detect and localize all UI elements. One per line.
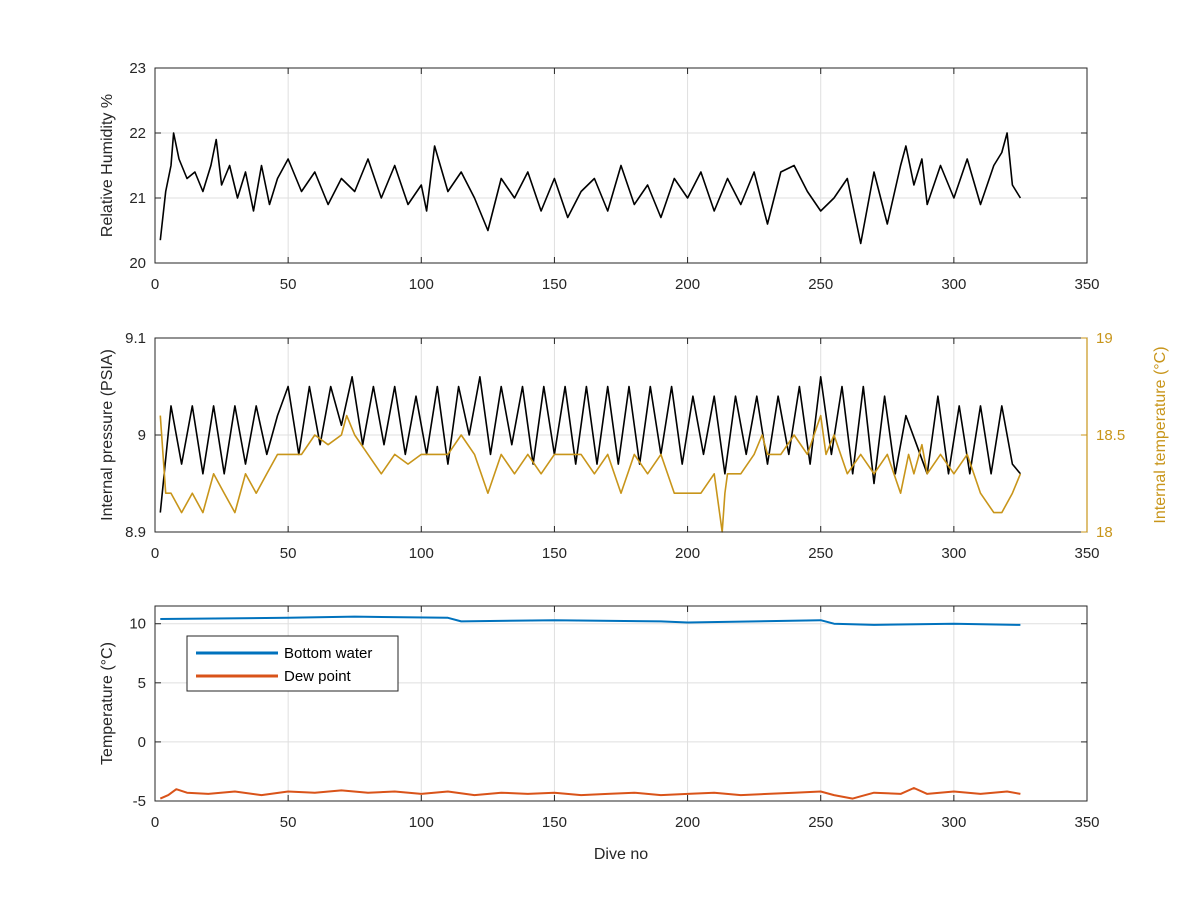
x-tick-label: 250 (808, 276, 833, 293)
x-tick-label: 300 (941, 276, 966, 293)
y-tick-label: 20 (129, 255, 146, 272)
right-y-tick-label: 19 (1096, 330, 1113, 347)
x-tick-label: 50 (280, 276, 297, 293)
legend-label: Bottom water (284, 645, 372, 662)
right-y-axis-label: Internal temperature (°C) (1152, 346, 1169, 523)
y-tick-label: 22 (129, 125, 146, 142)
y-tick-label: 21 (129, 190, 146, 207)
x-tick-label: 200 (675, 276, 700, 293)
x-tick-label: 0 (151, 276, 159, 293)
axes-box (154, 67, 1088, 264)
x-tick-label: 100 (409, 276, 434, 293)
series-line-1 (159, 375, 1022, 513)
series-line-2 (159, 414, 1022, 533)
plot-area (155, 606, 1087, 801)
x-tick-label: 0 (151, 814, 159, 831)
y-tick-label: 8.9 (125, 524, 146, 541)
x-tick-label: 250 (808, 814, 833, 831)
bottom-water-line (160, 615, 1021, 626)
x-tick-label: 200 (675, 814, 700, 831)
right-y-tick-label: 18.5 (1096, 427, 1125, 444)
y-tick-label: 0 (138, 734, 146, 751)
x-tick-label: 150 (542, 276, 567, 293)
x-tick-label: 100 (409, 814, 434, 831)
dew-point-line (159, 787, 1021, 800)
y-axis-label: Temperature (°C) (99, 642, 116, 765)
y-tick-label: 23 (129, 60, 146, 77)
legend: Bottom water Dew point (186, 635, 399, 692)
y-tick-label: 9 (138, 427, 146, 444)
legend-label: Dew point (284, 668, 352, 685)
y-tick-label: 9.1 (125, 330, 146, 347)
y-axis-label: Internal pressure (PSIA) (99, 349, 116, 521)
x-axis-label: Dive no (594, 846, 648, 863)
x-tick-label: 0 (151, 545, 159, 562)
x-tick-label: 250 (808, 545, 833, 562)
y-tick-label: -5 (133, 793, 146, 810)
x-tick-label: 200 (675, 545, 700, 562)
y-tick-label: 5 (138, 675, 146, 692)
temperature-subplot: 0 50 100 150 200 250 300 350 -5 0 5 10 Temperature (… (99, 605, 1100, 863)
x-tick-label: 300 (941, 545, 966, 562)
series-line-1 (159, 132, 1022, 245)
humidity-subplot: 0 50 100 150 200 250 300 350 20 21 22 23 Relative Hu… (99, 60, 1100, 293)
x-tick-label: 350 (1074, 276, 1099, 293)
y-tick-label: 10 (129, 616, 146, 633)
axes-box (154, 605, 1088, 802)
pressure-temperature-subplot: 0 50 100 150 200 250 300 350 8.9 9 9.1 Internal pre… (99, 330, 1169, 562)
x-tick-label: 50 (280, 814, 297, 831)
x-tick-label: 300 (941, 814, 966, 831)
x-tick-label: 150 (542, 545, 567, 562)
legend-box (186, 635, 399, 692)
y-axis-label: Relative Humidity % (99, 94, 116, 237)
x-tick-label: 50 (280, 545, 297, 562)
x-tick-label: 100 (409, 545, 434, 562)
right-y-tick-label: 18 (1096, 524, 1113, 541)
x-tick-label: 350 (1074, 545, 1099, 562)
x-tick-label: 150 (542, 814, 567, 831)
x-tick-label: 350 (1074, 814, 1099, 831)
